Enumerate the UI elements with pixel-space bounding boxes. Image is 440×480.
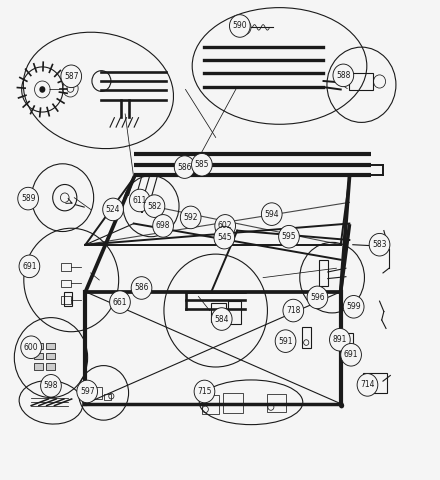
- Text: 587: 587: [64, 72, 78, 81]
- Circle shape: [279, 226, 299, 248]
- Circle shape: [343, 296, 364, 318]
- Circle shape: [61, 65, 81, 87]
- Text: 602: 602: [218, 221, 232, 230]
- Text: 583: 583: [372, 240, 387, 249]
- Text: 611: 611: [132, 196, 147, 205]
- Circle shape: [214, 227, 235, 249]
- Text: 594: 594: [264, 210, 279, 218]
- Circle shape: [333, 64, 354, 87]
- Circle shape: [40, 374, 61, 397]
- Circle shape: [153, 215, 173, 237]
- Text: 599: 599: [346, 302, 361, 312]
- Circle shape: [144, 195, 165, 217]
- FancyBboxPatch shape: [34, 343, 43, 349]
- Circle shape: [211, 308, 232, 330]
- Circle shape: [174, 156, 195, 179]
- Text: 586: 586: [177, 163, 192, 171]
- Text: 714: 714: [360, 380, 375, 389]
- Text: 718: 718: [286, 306, 301, 315]
- Circle shape: [261, 203, 282, 226]
- Circle shape: [18, 187, 38, 210]
- Text: 891: 891: [333, 335, 347, 344]
- Circle shape: [129, 189, 150, 212]
- Circle shape: [369, 233, 390, 256]
- Text: 698: 698: [156, 221, 170, 230]
- Text: 591: 591: [278, 336, 293, 346]
- Text: 691: 691: [344, 350, 358, 359]
- Circle shape: [241, 24, 247, 31]
- Circle shape: [357, 373, 378, 396]
- Text: 589: 589: [21, 194, 35, 203]
- Text: 592: 592: [183, 213, 198, 222]
- Circle shape: [339, 403, 344, 408]
- Text: 595: 595: [282, 232, 296, 241]
- Text: 582: 582: [147, 202, 161, 211]
- Text: 596: 596: [310, 293, 325, 302]
- Circle shape: [341, 344, 361, 366]
- Circle shape: [330, 328, 350, 351]
- FancyBboxPatch shape: [34, 353, 43, 360]
- Text: 545: 545: [217, 233, 231, 242]
- FancyBboxPatch shape: [46, 343, 55, 349]
- Circle shape: [275, 330, 296, 352]
- Circle shape: [230, 15, 250, 37]
- Text: 590: 590: [232, 22, 247, 30]
- Text: 598: 598: [44, 381, 58, 390]
- Circle shape: [307, 286, 328, 309]
- Text: 585: 585: [194, 160, 209, 169]
- Circle shape: [19, 255, 40, 277]
- Circle shape: [21, 336, 41, 359]
- Circle shape: [180, 206, 201, 228]
- Text: 588: 588: [336, 71, 351, 80]
- Text: 597: 597: [80, 387, 95, 396]
- Circle shape: [283, 299, 304, 322]
- Text: 600: 600: [24, 343, 38, 352]
- FancyBboxPatch shape: [46, 353, 55, 360]
- FancyBboxPatch shape: [34, 363, 43, 370]
- Circle shape: [191, 154, 212, 176]
- Text: 586: 586: [134, 284, 149, 292]
- Circle shape: [110, 291, 130, 313]
- Text: 524: 524: [106, 205, 120, 214]
- Circle shape: [77, 380, 98, 403]
- Circle shape: [39, 86, 45, 93]
- FancyBboxPatch shape: [46, 363, 55, 370]
- Circle shape: [103, 198, 123, 221]
- Text: 691: 691: [22, 262, 37, 271]
- Text: 715: 715: [197, 387, 212, 396]
- Circle shape: [131, 276, 152, 299]
- Text: 661: 661: [113, 298, 127, 307]
- Text: 584: 584: [214, 314, 229, 324]
- Circle shape: [215, 215, 235, 237]
- Circle shape: [194, 380, 215, 403]
